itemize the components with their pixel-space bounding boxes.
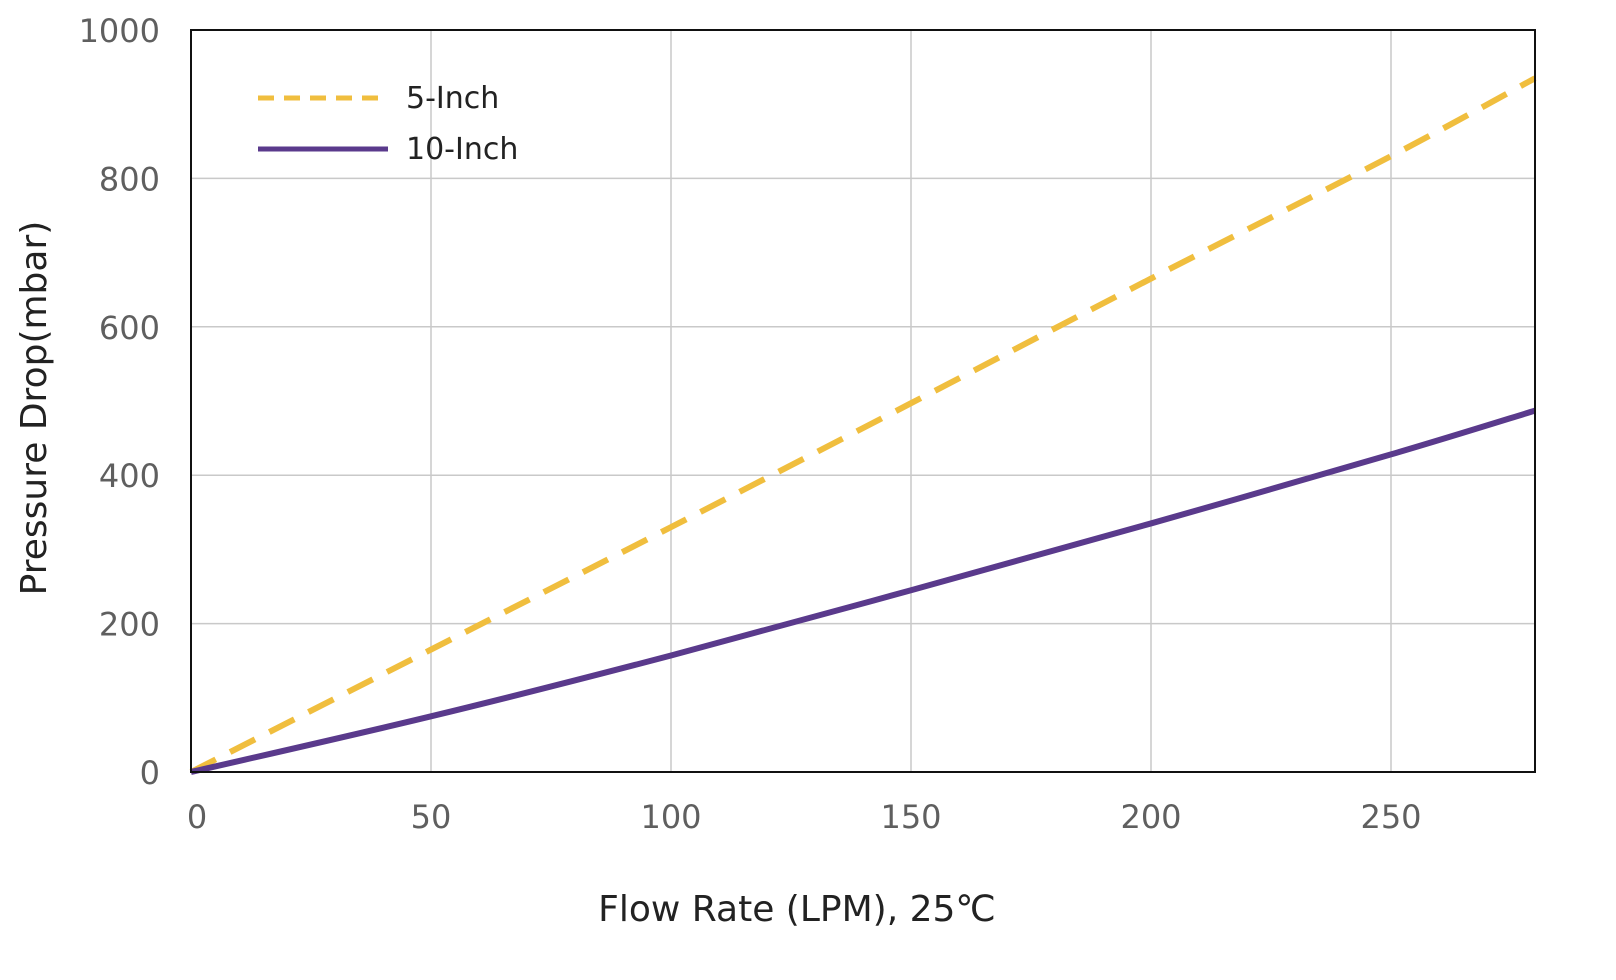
grid-layer <box>191 29 1535 772</box>
series-line-5-inch <box>189 75 1537 775</box>
tick-layer: 0 50 100 150 200 250 0 200 400 600 800 1000 <box>79 12 1422 836</box>
x-axis-title: Flow Rate (LPM), 25℃ <box>598 889 996 930</box>
y-tick-label: 400 <box>99 457 160 495</box>
series-layer <box>189 75 1537 775</box>
x-tick-label: 200 <box>1120 798 1181 836</box>
x-tick-label: 100 <box>640 798 701 836</box>
y-tick-label: 200 <box>99 606 160 644</box>
series-line-10-inch <box>190 407 1536 775</box>
x-tick-label: 0 <box>187 798 207 836</box>
legend-label: 5-Inch <box>406 81 499 116</box>
y-tick-label: 1000 <box>79 12 160 50</box>
legend-label: 10-Inch <box>406 132 518 167</box>
y-tick-label: 600 <box>99 309 160 347</box>
x-tick-label: 250 <box>1360 798 1421 836</box>
x-tick-label: 150 <box>880 798 941 836</box>
plot-frame <box>190 29 1536 773</box>
x-tick-label: 50 <box>411 798 452 836</box>
y-tick-label: 800 <box>99 160 160 198</box>
y-tick-label: 0 <box>140 754 160 792</box>
legend: 5-Inch 10-Inch <box>258 81 518 167</box>
y-axis-title: Pressure Drop(mbar) <box>14 221 55 596</box>
